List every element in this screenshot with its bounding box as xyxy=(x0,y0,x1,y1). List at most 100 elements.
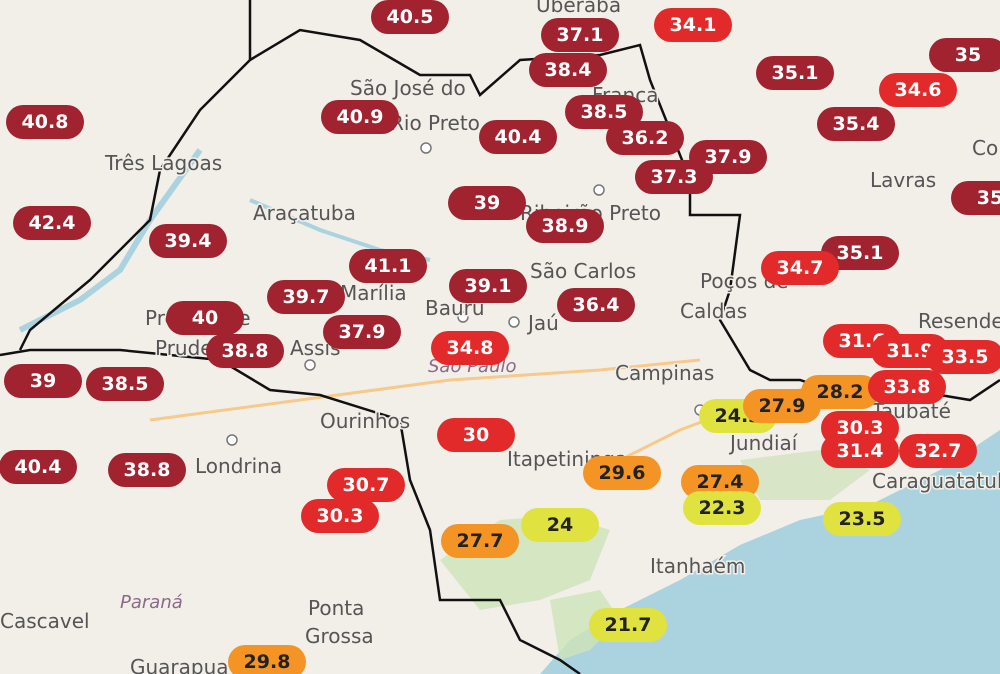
marker-badge xyxy=(565,95,643,129)
temperature-value: 35 xyxy=(977,187,1000,209)
marker-badge xyxy=(327,468,405,502)
marker-badge xyxy=(743,389,821,423)
place-name: Uberaba xyxy=(536,0,621,17)
temperature-marker: 38.8 xyxy=(108,453,186,487)
marker-badge xyxy=(899,434,977,468)
place-name: Jundiaí xyxy=(728,431,799,455)
marker-badge xyxy=(683,491,761,525)
temperature-marker: 21.7 xyxy=(589,608,667,642)
temperature-marker: 40.8 xyxy=(6,105,84,139)
temperature-value: 31.4 xyxy=(837,440,884,462)
temperature-value: 35.1 xyxy=(837,242,884,264)
temperature-marker: 35.4 xyxy=(817,107,895,141)
temperature-marker: 35 xyxy=(929,38,1000,72)
marker-badge xyxy=(166,301,244,335)
temperature-value: 38.4 xyxy=(545,59,592,81)
temperature-value: 30 xyxy=(463,424,489,446)
place-name: Araçatuba xyxy=(253,201,356,225)
temperature-value: 37.9 xyxy=(705,146,752,168)
temperature-value: 39.4 xyxy=(165,230,212,252)
marker-badge xyxy=(321,100,399,134)
temperature-value: 36.2 xyxy=(622,127,669,149)
temperature-marker: 34.8 xyxy=(431,331,509,365)
marker-badge xyxy=(541,18,619,52)
temperature-value: 38.9 xyxy=(542,215,589,237)
marker-badge xyxy=(606,121,684,155)
temperature-marker: 27.9 xyxy=(743,389,821,423)
temperature-marker: 38.4 xyxy=(529,53,607,87)
temperature-marker: 28.2 xyxy=(801,375,879,409)
temperature-value: 40.5 xyxy=(387,6,434,28)
temperature-marker: 37.1 xyxy=(541,18,619,52)
place-name: Guarapuava xyxy=(130,655,253,674)
temperature-marker: 30.7 xyxy=(327,468,405,502)
place-name: Co xyxy=(972,136,998,160)
marker-badge xyxy=(529,53,607,87)
temperature-marker: 22.3 xyxy=(683,491,761,525)
temperature-value: 33.8 xyxy=(884,376,931,398)
marker-badge xyxy=(479,120,557,154)
place-name: Rio Preto xyxy=(390,111,480,135)
temperature-value: 35.1 xyxy=(772,62,819,84)
temperature-marker: 39 xyxy=(448,186,526,220)
marker-badge xyxy=(449,269,527,303)
temperature-marker: 30 xyxy=(437,418,515,452)
temperature-value: 22.3 xyxy=(699,497,746,519)
place-name: Marília xyxy=(340,281,407,305)
temperature-marker: 33.8 xyxy=(868,370,946,404)
marker-badge xyxy=(301,499,379,533)
temperature-value: 23.5 xyxy=(839,508,886,530)
marker-badge xyxy=(267,280,345,314)
temperature-value: 41.1 xyxy=(365,255,412,277)
temperature-value: 39 xyxy=(474,192,500,214)
temperature-value: 34.6 xyxy=(895,79,942,101)
temperature-marker: 37.3 xyxy=(635,160,713,194)
marker-badge xyxy=(589,608,667,642)
temperature-value: 30.3 xyxy=(317,505,364,527)
marker-badge xyxy=(441,524,519,558)
temperature-marker: 32.7 xyxy=(899,434,977,468)
marker-badge xyxy=(557,288,635,322)
temperature-value: 39.7 xyxy=(283,286,330,308)
place-name: Lavras xyxy=(870,168,936,192)
city-dot xyxy=(593,184,605,196)
marker-badge xyxy=(521,508,599,542)
marker-badge xyxy=(371,0,449,34)
temperature-marker: 35.1 xyxy=(756,56,834,90)
marker-badge xyxy=(868,370,946,404)
marker-badge xyxy=(821,434,899,468)
temperature-value: 42.4 xyxy=(29,212,76,234)
temperature-marker: 38.8 xyxy=(206,334,284,368)
marker-badge xyxy=(821,236,899,270)
temperature-value: 27.7 xyxy=(457,530,504,552)
marker-badge xyxy=(13,206,91,240)
marker-badge xyxy=(929,38,1000,72)
temperature-value: 34.8 xyxy=(447,337,494,359)
temperature-value: 40.4 xyxy=(495,126,542,148)
place-name: Caldas xyxy=(680,299,747,323)
temperature-value: 37.9 xyxy=(339,321,386,343)
place-name: Ponta xyxy=(308,596,364,620)
temperature-marker: 31.4 xyxy=(821,434,899,468)
temperature-value: 38.5 xyxy=(102,373,149,395)
marker-badge xyxy=(926,340,1000,374)
marker-badge xyxy=(149,224,227,258)
temperature-value: 24 xyxy=(547,514,573,536)
city-dot xyxy=(304,359,316,371)
temperature-marker: 39.1 xyxy=(449,269,527,303)
temperature-marker: 24 xyxy=(521,508,599,542)
temperature-marker: 38.9 xyxy=(526,209,604,243)
place-name: Três Lagoas xyxy=(104,151,222,175)
marker-badge xyxy=(801,375,879,409)
temperature-value: 40.9 xyxy=(337,106,384,128)
temperature-marker: 29.6 xyxy=(583,456,661,490)
temperature-value: 30.3 xyxy=(837,417,884,439)
temperature-marker: 37.9 xyxy=(323,315,401,349)
place-name: Londrina xyxy=(195,454,282,478)
temperature-value: 37.1 xyxy=(557,24,604,46)
marker-badge xyxy=(0,450,77,484)
marker-badge xyxy=(823,502,901,536)
temperature-marker: 29.8 xyxy=(228,645,306,674)
